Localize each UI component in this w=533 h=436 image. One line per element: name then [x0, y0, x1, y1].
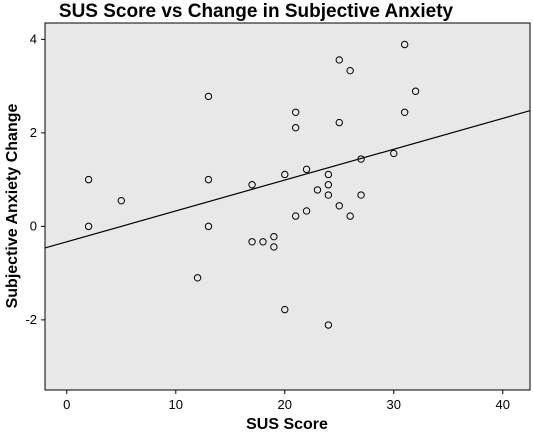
- data-point: [84, 222, 93, 231]
- data-point: [117, 196, 125, 205]
- data-point: [313, 186, 322, 194]
- y-tick-label: 0: [30, 218, 37, 233]
- data-point: [248, 238, 256, 246]
- y-tick-label: 4: [30, 31, 37, 46]
- x-tick-label: 0: [63, 397, 70, 412]
- data-point: [204, 92, 213, 101]
- data-point: [324, 191, 333, 199]
- data-point: [324, 170, 333, 179]
- y-tick-label: 2: [30, 125, 37, 140]
- data-point: [302, 165, 311, 174]
- data-point: [248, 181, 256, 189]
- data-point: [204, 175, 213, 184]
- y-axis-label: Subjective Anxiety Change: [4, 104, 21, 309]
- data-point: [291, 212, 300, 220]
- data-point: [411, 87, 420, 95]
- data-point: [357, 155, 365, 163]
- data-point: [204, 222, 213, 231]
- data-points: [84, 40, 420, 329]
- data-point: [302, 207, 311, 215]
- data-point: [270, 243, 278, 251]
- data-point: [400, 40, 409, 49]
- data-point: [357, 191, 365, 199]
- x-tick-label: 40: [496, 397, 510, 412]
- x-tick-label: 20: [278, 397, 292, 412]
- regression-line: [44, 110, 531, 249]
- y-tick-label: -2: [25, 312, 37, 327]
- data-point: [324, 181, 333, 189]
- data-point: [346, 212, 354, 220]
- x-axis-label: SUS Score: [246, 416, 328, 433]
- x-tick-label: 30: [387, 397, 401, 412]
- data-point: [270, 232, 278, 241]
- data-point: [335, 118, 343, 127]
- plot-area: [44, 22, 531, 391]
- data-point: [390, 149, 398, 158]
- data-point: [335, 202, 343, 210]
- data-point: [346, 66, 354, 75]
- x-axis-ticks: 0 10 20 30 40: [63, 390, 510, 412]
- data-point: [324, 321, 333, 329]
- chart-title: SUS Score vs Change in Subjective Anxiet…: [59, 1, 454, 22]
- data-point: [291, 124, 300, 132]
- x-tick-label: 10: [169, 397, 183, 412]
- data-point: [400, 108, 409, 116]
- data-point: [291, 108, 300, 116]
- data-point: [335, 56, 343, 64]
- data-point: [259, 238, 267, 246]
- data-point: [193, 274, 202, 282]
- y-axis-ticks: -2 0 2 4: [25, 31, 45, 327]
- data-point: [281, 170, 289, 179]
- data-point: [84, 175, 93, 184]
- data-point: [281, 305, 289, 314]
